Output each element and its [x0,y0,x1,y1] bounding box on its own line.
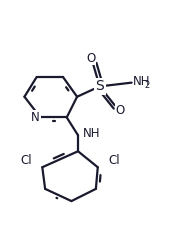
Text: Cl: Cl [108,154,120,167]
Text: Cl: Cl [20,154,32,167]
Text: 2: 2 [144,81,149,90]
Text: O: O [86,52,96,65]
Text: NH: NH [83,127,100,140]
Text: N: N [31,111,40,124]
Text: NH: NH [133,75,150,88]
Text: S: S [95,79,104,93]
Text: O: O [116,104,125,117]
